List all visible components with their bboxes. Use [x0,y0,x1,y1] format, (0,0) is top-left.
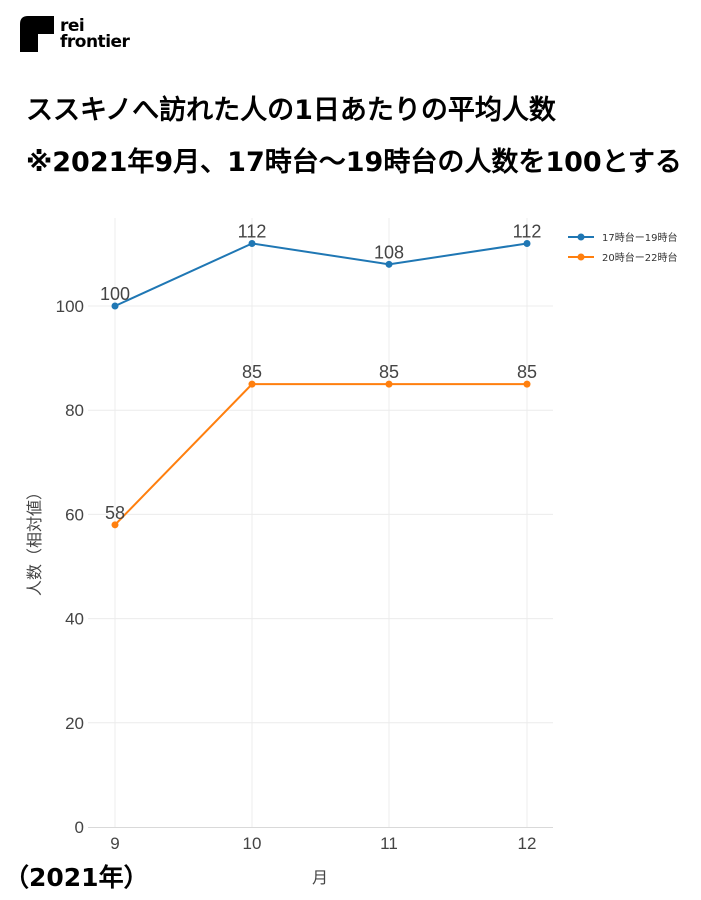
legend: 17時台ー19時台 20時台ー22時台 [568,231,677,264]
x-tick-label: 10 [243,834,262,853]
data-point [523,380,531,388]
y-tick-label: 20 [65,714,84,733]
y-tick-label: 100 [56,297,84,316]
data-label: 85 [242,362,262,382]
data-point [523,239,531,247]
legend-marker [577,233,585,241]
data-point [248,239,256,247]
data-point [111,521,119,529]
data-label: 112 [513,221,542,241]
data-label: 100 [100,284,130,304]
series-line-1 [114,242,528,307]
data-label: 108 [374,242,404,262]
data-point [111,302,119,310]
logo-line2: frontier [60,32,130,52]
data-point [248,380,256,388]
legend-marker [577,253,585,261]
logo-mark-icon [20,16,54,52]
series-group [111,239,531,529]
logo-wordmark: rei frontier [60,16,130,52]
series-line-2 [114,383,527,526]
x-tick-label: 11 [380,834,398,853]
logo-line1: rei [60,16,85,36]
data-point [385,380,393,388]
y-tick-label: 40 [65,610,84,629]
axes: 0 20 40 60 80 100 9 10 11 12 [56,297,553,853]
data-labels: 100 112 108 112 58 85 85 85 [100,221,541,522]
data-point [385,260,393,268]
year-footnote: （2021年） [4,863,149,892]
legend-label: 17時台ー19時台 [602,231,677,244]
data-label: 58 [105,503,125,523]
grid-lines [88,218,553,827]
y-tick-label: 60 [65,505,84,524]
x-tick-label: 12 [518,834,537,853]
chart-title-line2: ※2021年9月、17時台〜19時台の人数を100とする [26,147,682,178]
brand-logo: rei frontier [20,16,130,52]
data-label: 112 [238,221,267,241]
chart-title-line1: ススキノへ訪れた人の1日あたりの平均人数 [26,95,556,126]
x-tick-label: 9 [110,834,119,853]
legend-label: 20時台ー22時台 [602,251,677,264]
data-label: 85 [517,362,537,382]
y-axis-title: 人数（相対値） [25,484,44,596]
y-tick-label: 80 [65,401,84,420]
x-axis-title: 月 [312,868,328,887]
data-label: 85 [379,362,399,382]
y-tick-label: 0 [75,818,84,837]
